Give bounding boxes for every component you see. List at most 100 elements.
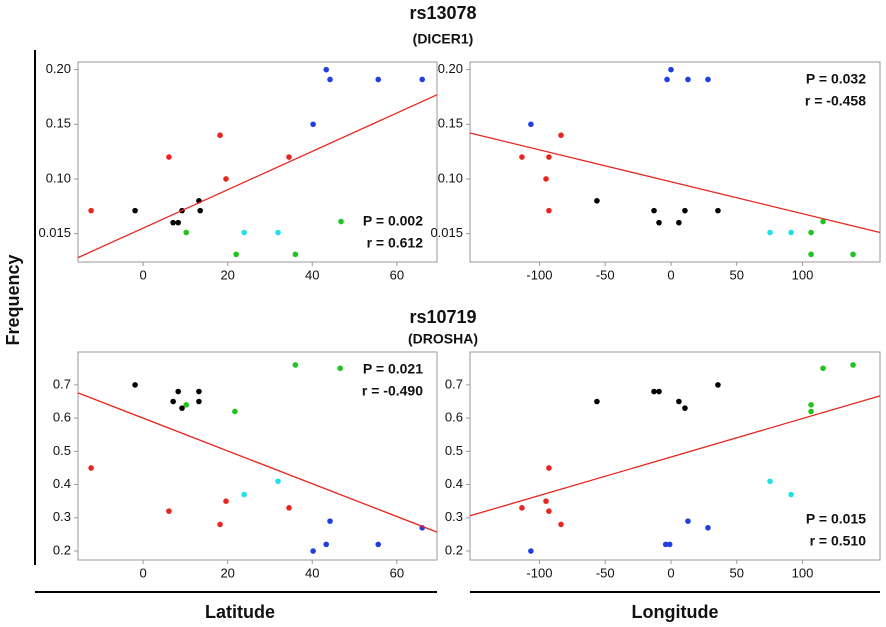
point: [594, 398, 600, 405]
y-tick-label: 0.6: [53, 410, 71, 425]
y-tick-label: 0.2: [445, 542, 463, 557]
point: [223, 176, 229, 182]
plot-frame: [469, 351, 881, 561]
point: [850, 362, 856, 368]
x-tick-label: 60: [390, 267, 404, 282]
point: [676, 398, 682, 405]
point: [528, 548, 534, 554]
y-tick-label: 0.015: [38, 225, 71, 240]
annotation: r = 0.510: [810, 533, 867, 549]
point: [241, 229, 247, 236]
point: [519, 154, 525, 160]
point: [166, 154, 172, 160]
point: [217, 521, 223, 528]
point: [788, 229, 794, 236]
y-tick-label: 0.4: [445, 476, 463, 491]
x-tick-label: 0: [667, 267, 674, 282]
annotation: P = 0.032: [806, 71, 866, 87]
annotation: r = -0.458: [805, 93, 866, 109]
point: [808, 408, 814, 415]
point: [233, 251, 239, 258]
x-tick-label: -50: [596, 267, 615, 282]
point: [685, 76, 691, 83]
y-tick-label: 0.015: [430, 225, 463, 240]
y-tick-label: 0.3: [445, 509, 463, 524]
point: [808, 251, 814, 258]
point: [668, 66, 674, 73]
x-tick-label: 20: [220, 267, 234, 282]
point: [183, 402, 190, 408]
annotation: r = 0.612: [367, 235, 424, 251]
point: [558, 521, 564, 528]
y-axis-label: Frequency: [3, 254, 23, 345]
point: [820, 218, 826, 225]
y-tick-label: 0.5: [445, 443, 463, 458]
point: [327, 518, 333, 524]
point: [656, 219, 662, 226]
y-tick-label: 0.15: [46, 116, 71, 131]
x-tick-label: 100: [792, 267, 814, 282]
point: [223, 498, 229, 504]
y-tick-label: 0.6: [445, 410, 463, 425]
section-subtitle: (DICER1): [413, 31, 474, 47]
point: [666, 541, 673, 548]
point: [715, 382, 721, 388]
point: [651, 207, 657, 214]
x-tick-label: 60: [390, 565, 404, 580]
x-tick-label: 0: [140, 267, 147, 282]
point: [197, 207, 204, 214]
y-tick-label: 0.4: [53, 476, 71, 491]
point: [175, 388, 182, 395]
annotation: P = 0.015: [806, 511, 866, 527]
point: [310, 548, 316, 554]
point: [292, 251, 299, 258]
point: [558, 132, 564, 139]
x-tick-label: -100: [526, 565, 552, 580]
point: [275, 229, 281, 236]
plot-frame: [77, 351, 438, 561]
x-axis-label: Longitude: [632, 602, 719, 622]
point: [419, 76, 426, 83]
point: [528, 121, 534, 128]
point: [170, 219, 176, 226]
point: [292, 362, 299, 368]
point: [808, 229, 814, 236]
point: [519, 505, 525, 511]
x-tick-label: 0: [140, 565, 147, 580]
x-tick-label: -50: [596, 565, 615, 580]
x-tick-label: 40: [305, 565, 319, 580]
point: [88, 465, 94, 471]
x-tick-label: -100: [526, 267, 552, 282]
section-title: rs10719: [409, 307, 476, 327]
plot-frame: [469, 61, 881, 263]
point: [820, 365, 826, 372]
point: [323, 66, 330, 73]
point: [375, 541, 382, 548]
point: [676, 219, 682, 226]
point: [217, 132, 223, 139]
point: [656, 388, 662, 395]
y-tick-label: 0.7: [53, 376, 71, 391]
y-tick-label: 0.15: [438, 116, 463, 131]
point: [232, 408, 238, 415]
point: [850, 251, 856, 258]
trend-line: [77, 392, 438, 533]
annotation: r = -0.490: [362, 383, 423, 399]
point: [543, 498, 549, 504]
section-subtitle: (DROSHA): [408, 331, 478, 347]
point: [543, 176, 549, 182]
trend-line: [77, 94, 438, 259]
point: [196, 388, 202, 395]
point: [132, 382, 138, 388]
point: [664, 76, 670, 83]
x-axis-label: Latitude: [205, 602, 275, 622]
point: [788, 491, 794, 498]
point: [286, 154, 292, 160]
point: [594, 197, 600, 204]
x-tick-label: 50: [730, 267, 744, 282]
point: [767, 478, 773, 485]
point: [682, 207, 688, 214]
annotation: P = 0.021: [363, 361, 423, 377]
point: [166, 508, 172, 514]
